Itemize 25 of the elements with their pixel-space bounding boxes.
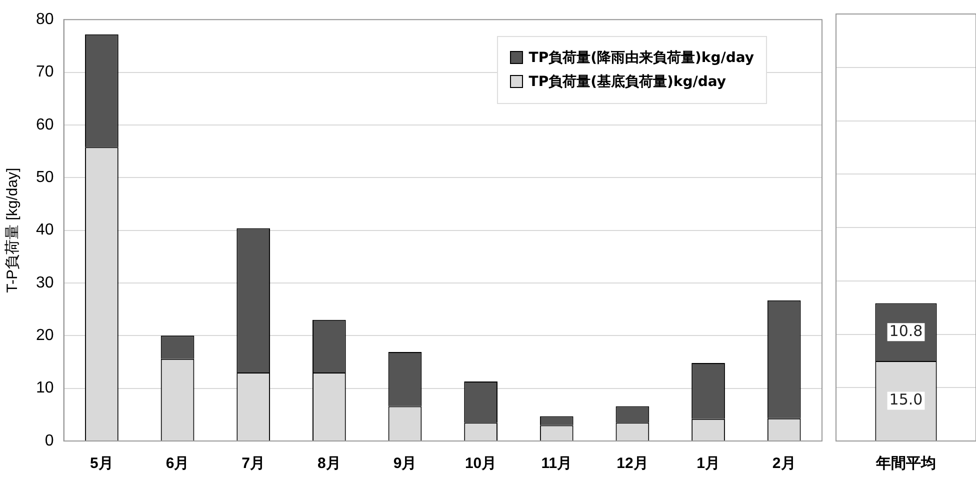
data-label: 15.0 [889, 390, 923, 409]
x-tick-label: 8月 [317, 455, 341, 472]
y-tick-label: 20 [36, 327, 54, 344]
x-tick-label: 11月 [541, 455, 572, 472]
x-tick-label: 10月 [464, 455, 497, 472]
y-tick-label: 30 [36, 274, 54, 292]
legend-label: TP負荷量(降雨由来負荷量)kg/day [528, 48, 754, 67]
x-tick-label: 年間平均 [875, 455, 936, 472]
y-tick-label: 60 [36, 116, 54, 134]
x-tick-label: 9月 [393, 455, 417, 472]
y-tick-label: 70 [36, 64, 54, 81]
x-tick-label: 5月 [90, 455, 114, 472]
x-tick-label: 1月 [696, 455, 720, 472]
x-tick-label: 7月 [242, 455, 266, 472]
x-tick-label: 12月 [616, 455, 648, 472]
y-tick-label: 80 [36, 11, 54, 28]
x-tick-label: 6月 [166, 455, 190, 472]
y-tick-label: 50 [36, 169, 54, 186]
data-label: 10.8 [889, 322, 923, 340]
y-tick-label: 10 [36, 380, 54, 397]
y-tick-label: 0 [44, 432, 54, 450]
legend-label: TP負荷量(基底負荷量)kg/day [528, 72, 726, 91]
x-tick-label: 2月 [772, 455, 796, 472]
y-axis-title: T-P負荷量 [kg/day] [4, 168, 22, 293]
y-tick-label: 40 [36, 222, 54, 239]
